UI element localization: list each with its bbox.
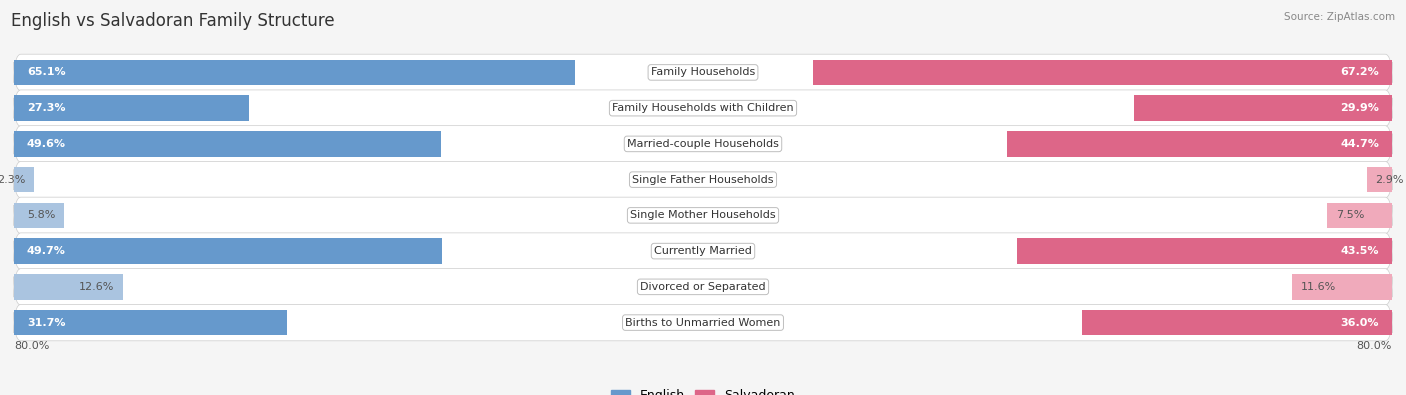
FancyBboxPatch shape [14,233,1392,269]
Bar [14,310,287,335]
Bar [1292,274,1392,300]
Bar [1135,95,1392,121]
Text: 5.8%: 5.8% [27,211,55,220]
Text: Divorced or Separated: Divorced or Separated [640,282,766,292]
Text: Single Mother Households: Single Mother Households [630,211,776,220]
Text: 65.1%: 65.1% [27,68,66,77]
Text: 80.0%: 80.0% [14,341,49,351]
Text: 29.9%: 29.9% [1340,103,1379,113]
FancyBboxPatch shape [14,269,1392,305]
Bar [1018,238,1392,264]
Text: 7.5%: 7.5% [1336,211,1364,220]
Bar [14,95,249,121]
Text: 49.6%: 49.6% [27,139,66,149]
Text: 67.2%: 67.2% [1340,68,1379,77]
Text: 2.3%: 2.3% [0,175,25,184]
Bar [813,60,1392,85]
Text: 27.3%: 27.3% [27,103,66,113]
Text: Single Father Households: Single Father Households [633,175,773,184]
Bar [1007,131,1392,157]
FancyBboxPatch shape [14,90,1392,126]
Text: 11.6%: 11.6% [1301,282,1336,292]
Bar [1083,310,1392,335]
Bar [1327,203,1392,228]
Text: Family Households with Children: Family Households with Children [612,103,794,113]
Text: Source: ZipAtlas.com: Source: ZipAtlas.com [1284,12,1395,22]
Text: English vs Salvadoran Family Structure: English vs Salvadoran Family Structure [11,12,335,30]
Text: 31.7%: 31.7% [27,318,66,327]
Text: 36.0%: 36.0% [1340,318,1379,327]
Bar [14,131,441,157]
Bar [14,238,441,264]
Bar [14,203,65,228]
Text: 49.7%: 49.7% [27,246,66,256]
FancyBboxPatch shape [14,54,1392,90]
Text: Currently Married: Currently Married [654,246,752,256]
Text: 2.9%: 2.9% [1375,175,1405,184]
FancyBboxPatch shape [14,162,1392,198]
Text: Married-couple Households: Married-couple Households [627,139,779,149]
Text: 12.6%: 12.6% [79,282,114,292]
Text: 43.5%: 43.5% [1340,246,1379,256]
Bar [14,60,575,85]
Text: Family Households: Family Households [651,68,755,77]
Bar [14,167,34,192]
FancyBboxPatch shape [14,305,1392,341]
Text: Births to Unmarried Women: Births to Unmarried Women [626,318,780,327]
Text: 44.7%: 44.7% [1340,139,1379,149]
FancyBboxPatch shape [14,126,1392,162]
Text: 80.0%: 80.0% [1357,341,1392,351]
FancyBboxPatch shape [14,197,1392,233]
Bar [1367,167,1392,192]
Legend: English, Salvadoran: English, Salvadoran [606,384,800,395]
Bar [14,274,122,300]
